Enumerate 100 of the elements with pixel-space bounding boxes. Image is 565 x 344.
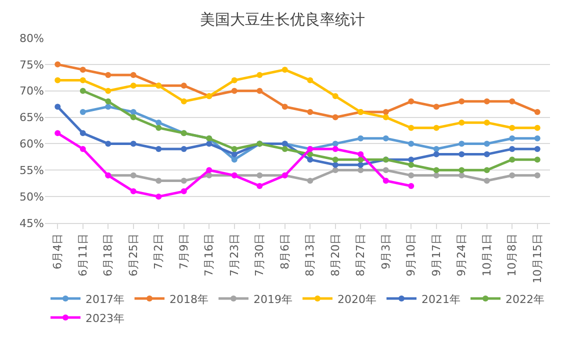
point: [382, 109, 389, 115]
point: [332, 140, 338, 147]
point: [433, 172, 440, 178]
point: [433, 167, 440, 174]
point: [509, 146, 516, 152]
point: [382, 114, 389, 120]
point: [534, 172, 540, 178]
point: [382, 167, 389, 174]
point: [332, 162, 338, 168]
point: [458, 167, 465, 174]
point: [105, 98, 112, 104]
point: [484, 151, 490, 158]
point: [509, 124, 516, 131]
x-tick-label: 9月3日: [379, 233, 392, 270]
x-tick-label: 8月20日: [328, 233, 342, 276]
x-tick-label: 9月24日: [455, 233, 468, 276]
point: [231, 88, 238, 94]
point: [408, 172, 414, 178]
point: [156, 178, 162, 184]
point: [156, 120, 162, 126]
point: [256, 172, 263, 178]
x-tick-label: 8月27日: [354, 233, 368, 276]
point: [156, 194, 162, 200]
x-tick-label: 7月2日: [152, 233, 166, 270]
point: [332, 93, 338, 100]
point: [54, 130, 61, 136]
point: [484, 178, 490, 184]
point: [484, 98, 490, 104]
x-tick-label: 8月13日: [304, 233, 317, 276]
x-tick-label: 6月18日: [102, 233, 115, 276]
point: [80, 77, 86, 84]
point: [130, 72, 136, 78]
x-tick-label: 7月9日: [177, 233, 190, 270]
point: [408, 124, 414, 131]
point: [130, 140, 136, 147]
x-tick-label: 6月11日: [76, 233, 90, 276]
x-tick-label: 8月6日: [278, 233, 292, 270]
x-tick-label: 7月23日: [228, 233, 241, 276]
point: [458, 120, 465, 126]
point: [534, 156, 540, 163]
y-tick-label: 55%: [20, 164, 44, 177]
point: [231, 77, 238, 84]
point: [105, 88, 112, 94]
point: [256, 88, 263, 94]
point: [80, 88, 86, 94]
point: [332, 167, 338, 174]
point: [458, 151, 465, 158]
point: [307, 178, 314, 184]
point: [231, 156, 238, 163]
point: [80, 130, 86, 136]
y-tick-label: 70%: [20, 84, 44, 98]
point: [509, 156, 516, 163]
point: [156, 124, 162, 131]
point: [358, 167, 364, 174]
point: [231, 151, 238, 158]
y-tick-label: 65%: [20, 111, 44, 124]
point: [282, 104, 288, 110]
point: [332, 146, 338, 152]
point: [408, 156, 414, 163]
point: [534, 109, 540, 115]
point: [180, 82, 187, 89]
point: [484, 120, 490, 126]
point: [307, 77, 314, 84]
point: [484, 167, 490, 174]
point: [256, 183, 263, 189]
legend-label: 2020年: [338, 292, 376, 306]
point: [458, 98, 465, 104]
point: [180, 98, 187, 104]
x-tick-label: 6月4日: [51, 233, 64, 270]
point: [130, 82, 136, 89]
point: [130, 109, 136, 115]
point: [408, 183, 414, 189]
y-tick-label: 45%: [20, 216, 44, 230]
y-tick-label: 75%: [20, 58, 44, 72]
point: [231, 146, 238, 152]
point: [332, 114, 338, 120]
point: [80, 66, 86, 73]
point: [509, 172, 516, 178]
point: [307, 109, 314, 115]
point: [433, 124, 440, 131]
x-tick-label: 6月25日: [126, 233, 140, 276]
point: [534, 124, 540, 131]
legend-label: 2019年: [254, 292, 292, 306]
point: [433, 151, 440, 158]
point: [54, 61, 61, 68]
point: [382, 135, 389, 142]
point: [80, 146, 86, 152]
legend-label: 2017年: [86, 292, 124, 306]
point: [534, 146, 540, 152]
point: [282, 146, 288, 152]
point: [105, 140, 112, 147]
legend-label: 2023年: [86, 312, 124, 325]
point: [282, 66, 288, 73]
point: [206, 172, 212, 178]
point: [54, 77, 61, 84]
point: [206, 140, 212, 147]
x-tick-label: 7月30日: [253, 233, 266, 276]
point: [206, 167, 212, 174]
point: [408, 98, 414, 104]
point: [256, 72, 263, 78]
